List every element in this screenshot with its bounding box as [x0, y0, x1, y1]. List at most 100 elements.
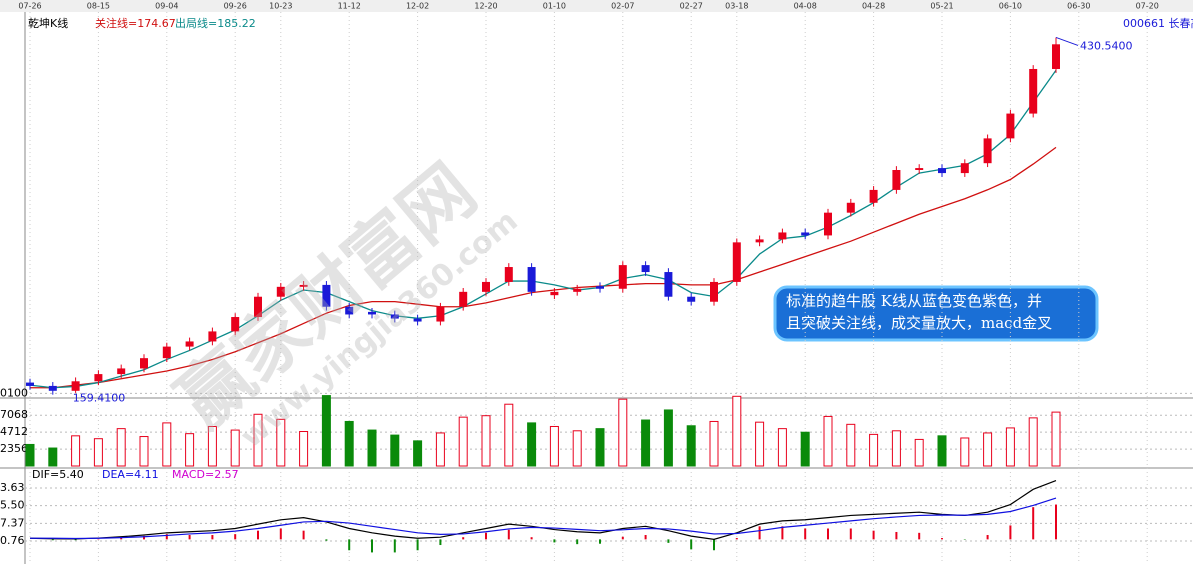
y-tick-label: 4712 — [0, 425, 28, 438]
volume-bar — [641, 419, 651, 467]
volume-bar — [846, 423, 856, 467]
volume-bar — [71, 435, 81, 467]
x-tick-label: 07-26 — [18, 2, 41, 11]
y-tick-label: 2356 — [0, 442, 28, 455]
y-tick-label: 7068 — [0, 408, 28, 421]
x-tick-label: 04-28 — [862, 2, 885, 11]
volume-bar — [1051, 411, 1061, 467]
volume-bar — [549, 425, 559, 467]
volume-bar — [732, 395, 742, 467]
volume-bar — [686, 425, 696, 467]
y-tick-label: 5.50 — [0, 499, 25, 512]
x-tick-label: 11-12 — [338, 2, 361, 11]
candle-body — [687, 296, 696, 302]
x-tick-label: 12-20 — [474, 2, 497, 11]
candle-body — [71, 381, 80, 391]
volume-bar — [344, 420, 354, 467]
candle-body — [527, 267, 536, 292]
candle-body — [869, 189, 878, 203]
candle-body — [94, 374, 103, 382]
annotation-text: 标准的趋牛股 K线从蓝色变色紫色，并 — [786, 292, 1042, 310]
stock-name: 000661 长春高新 — [1123, 16, 1193, 30]
candle-body — [892, 169, 901, 190]
x-tick-label: 05-21 — [930, 2, 953, 11]
ma-line — [30, 146, 1057, 389]
candle-body — [1006, 113, 1015, 139]
volume-bar — [800, 431, 810, 467]
watermark: 赢家财富网 www.yingjia360.com — [162, 148, 525, 455]
candle-body — [299, 284, 308, 287]
volume-bar — [891, 430, 901, 467]
candle-body — [641, 265, 650, 273]
x-tick-label: 03-18 — [725, 2, 748, 11]
candle-body — [983, 138, 992, 164]
candle-body — [824, 212, 832, 236]
volume-bar — [253, 413, 263, 467]
label-pointer — [1055, 36, 1079, 46]
candle-body — [390, 314, 399, 319]
volume-bar — [618, 398, 628, 467]
volume-bar — [367, 429, 377, 467]
volume-bar — [139, 436, 149, 467]
candle-body — [459, 291, 468, 307]
volume-bar — [299, 431, 309, 467]
volume-bar — [1028, 417, 1038, 467]
volume-bar — [276, 418, 286, 467]
volume-bar — [48, 447, 58, 467]
legend-entry: 关注线=174.67 — [95, 16, 176, 30]
volume-bar — [1005, 427, 1015, 467]
volume-bar — [93, 438, 103, 467]
volume-bar — [207, 425, 217, 467]
y-tick-label: 3.63 — [0, 481, 25, 494]
volume-bar — [230, 429, 240, 467]
candle-body — [710, 281, 718, 302]
candle-body — [413, 318, 422, 322]
volume-bar — [527, 422, 537, 467]
volume-bar — [914, 438, 924, 467]
volume-bar — [777, 428, 787, 467]
volume-bar — [869, 433, 879, 467]
y-tick-label: 0100 — [0, 386, 28, 399]
y-tick-label: 0.76 — [0, 534, 25, 547]
annotation-text: 且突破关注线，成交量放大，macd金叉 — [786, 314, 1052, 332]
volume-bar — [481, 415, 491, 467]
candle-body — [368, 311, 376, 315]
legend-entry: 出局线=185.22 — [175, 16, 256, 30]
candle-body — [504, 267, 513, 282]
volume-bar — [663, 409, 673, 467]
candle-body — [618, 265, 627, 289]
annotation-box — [773, 285, 1099, 342]
candle-body — [1052, 44, 1060, 69]
legend-entry: MACD=2.57 — [172, 468, 239, 481]
x-tick-label: 04-08 — [794, 2, 817, 11]
macd-line — [29, 480, 1057, 540]
volume-bar — [413, 440, 423, 467]
date-strip — [0, 0, 1193, 12]
x-tick-label: 01-10 — [543, 2, 566, 11]
candle-body — [185, 341, 194, 347]
volume-bar — [458, 416, 468, 467]
candle-body — [231, 317, 240, 332]
legend-entry: DEA=4.11 — [102, 468, 159, 481]
low-label: 159.4100 — [73, 392, 126, 405]
candle-body — [117, 368, 126, 375]
candle-body — [162, 346, 171, 359]
candle-body — [254, 296, 262, 318]
candle-body — [664, 272, 673, 297]
volume-bar — [25, 443, 35, 467]
volume-bar — [504, 403, 514, 467]
volume-bar — [116, 428, 126, 467]
candle-body — [915, 168, 924, 170]
candle-body — [573, 288, 582, 292]
high-label: 430.5400 — [1080, 39, 1133, 52]
x-tick-label: 09-26 — [224, 2, 247, 11]
ma-line — [29, 69, 1057, 389]
candle-body — [732, 242, 741, 282]
candle-body — [276, 286, 285, 297]
volume-bar — [321, 395, 331, 467]
candle-body — [596, 286, 604, 289]
volume-bar — [937, 435, 947, 467]
volume-bar — [960, 437, 970, 467]
legend-entry: DIF=5.40 — [32, 468, 84, 481]
